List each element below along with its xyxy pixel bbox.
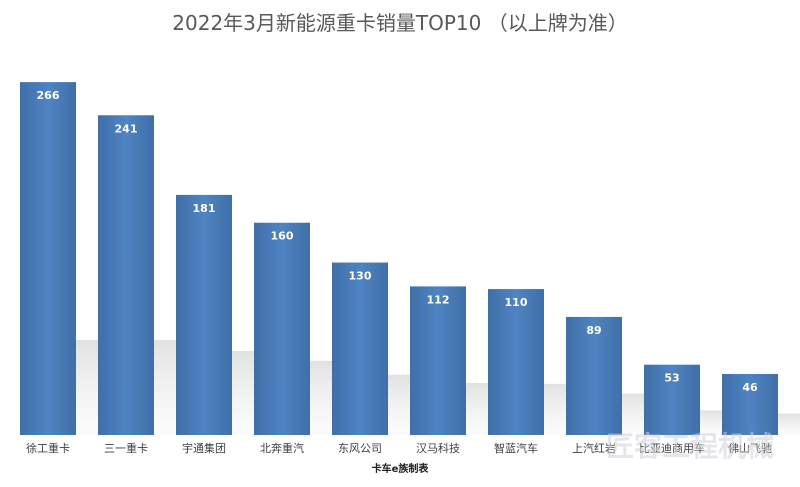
value-label-2: 241 (115, 122, 138, 135)
bar-7 (488, 289, 544, 435)
category-label-2: 三一重卡 (104, 441, 148, 455)
bar-4 (254, 222, 310, 435)
value-label-6: 112 (427, 293, 450, 306)
category-label-5: 东风公司 (338, 442, 382, 455)
bar-10 (722, 373, 778, 435)
value-label-10: 46 (742, 381, 758, 394)
value-label-3: 181 (193, 202, 216, 215)
bar-8 (566, 316, 622, 435)
category-label-10: 佛山飞驰 (728, 441, 772, 455)
bar-6 (410, 286, 466, 435)
category-labels: 徐工重卡 三一重卡 宇通集团 北奔重汽 东风公司 汉马科技 智蓝汽车 上汽红岩 比亚迪商用车 佛山… (26, 441, 772, 455)
bars (20, 82, 778, 436)
value-label-1: 266 (37, 89, 60, 102)
watermark: 匠客工程机械 (606, 430, 774, 463)
category-label-9: 比亚迪商用车 (639, 441, 705, 455)
category-label-8: 上汽红岩 (572, 441, 616, 455)
value-label-8: 89 (586, 324, 601, 337)
chart-title: 2022年3月新能源重卡销量TOP10 （以上牌为准） (172, 11, 627, 35)
value-label-7: 110 (505, 296, 528, 309)
value-label-9: 53 (664, 372, 679, 385)
value-label-4: 160 (271, 230, 294, 243)
category-label-3: 宇通集团 (182, 441, 226, 455)
source-note: 卡车e族制表 (372, 462, 430, 475)
category-label-6: 汉马科技 (416, 441, 460, 455)
bar-3 (176, 194, 232, 435)
bar-5 (332, 262, 388, 435)
value-label-5: 130 (349, 270, 372, 283)
bar-9 (644, 364, 700, 435)
value-labels: 266 241 181 160 130 112 110 89 53 46 (37, 89, 758, 394)
bar-1 (20, 82, 76, 436)
category-label-1: 徐工重卡 (26, 441, 70, 455)
category-label-7: 智蓝汽车 (494, 441, 538, 455)
category-label-4: 北奔重汽 (260, 441, 304, 455)
bar-2 (98, 115, 154, 436)
